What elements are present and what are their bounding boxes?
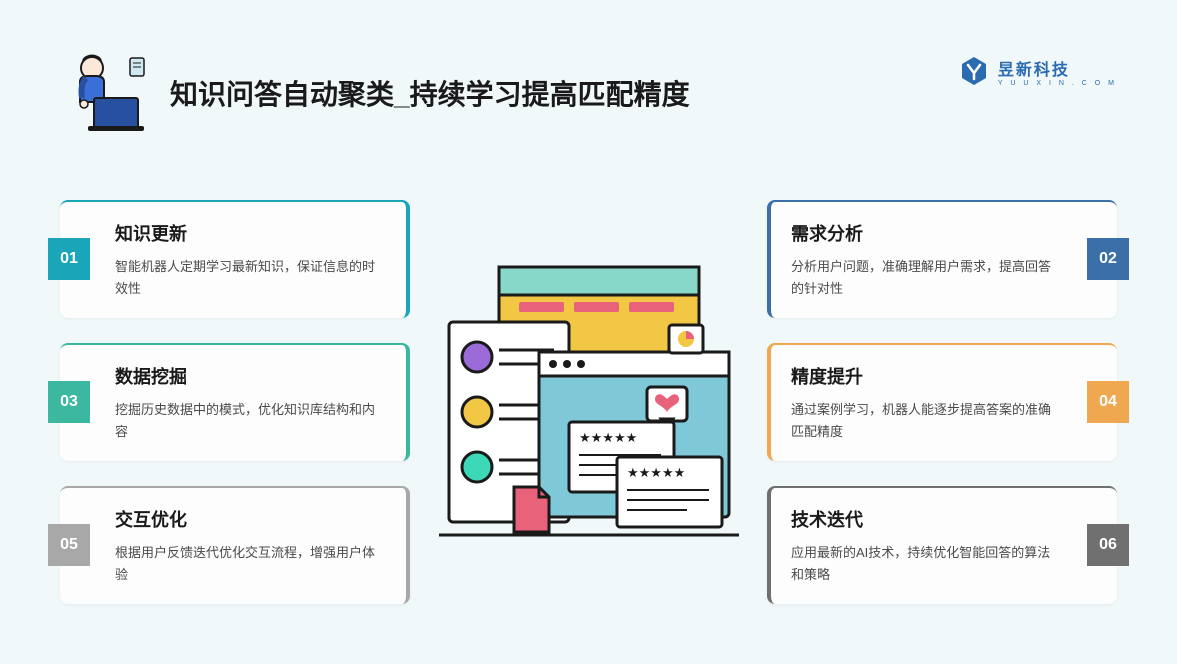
card-title: 交互优化	[115, 506, 386, 532]
badge-06: 06	[1087, 524, 1129, 566]
card-desc: 智能机器人定期学习最新知识，保证信息的时效性	[115, 256, 386, 300]
card-title: 精度提升	[791, 363, 1062, 389]
page-title: 知识问答自动聚类_持续学习提高匹配精度	[170, 73, 690, 113]
card-02: 02 需求分析 分析用户问题，准确理解用户需求，提高回答的针对性	[767, 200, 1117, 318]
logo: 昱新科技 Y U U X I N . C O M	[958, 55, 1117, 87]
svg-text:★★★★★: ★★★★★	[579, 430, 637, 445]
card-desc: 根据用户反馈迭代优化交互流程，增强用户体验	[115, 542, 386, 586]
card-desc: 应用最新的AI技术，持续优化智能回答的算法和策略	[791, 542, 1062, 586]
logo-text-main: 昱新科技	[998, 56, 1117, 80]
content: 01 知识更新 智能机器人定期学习最新知识，保证信息的时效性 03 数据挖掘 挖…	[0, 170, 1177, 634]
card-title: 数据挖掘	[115, 363, 386, 389]
card-06: 06 技术迭代 应用最新的AI技术，持续优化智能回答的算法和策略	[767, 486, 1117, 604]
badge-02: 02	[1087, 238, 1129, 280]
badge-04: 04	[1087, 381, 1129, 423]
badge-05: 05	[48, 524, 90, 566]
card-desc: 通过案例学习，机器人能逐步提高答案的准确匹配精度	[791, 399, 1062, 443]
card-03: 03 数据挖掘 挖掘历史数据中的模式，优化知识库结构和内容	[60, 343, 410, 461]
logo-icon	[958, 55, 990, 87]
right-column: 02 需求分析 分析用户问题，准确理解用户需求，提高回答的针对性 04 精度提升…	[767, 200, 1117, 605]
card-title: 技术迭代	[791, 506, 1062, 532]
card-title: 知识更新	[115, 220, 386, 246]
person-laptop-icon	[60, 50, 155, 135]
card-05: 05 交互优化 根据用户反馈迭代优化交互流程，增强用户体验	[60, 486, 410, 604]
center-illustration-icon: ★★★★★ ★★★★★	[429, 257, 749, 547]
card-desc: 分析用户问题，准确理解用户需求，提高回答的针对性	[791, 256, 1062, 300]
left-column: 01 知识更新 智能机器人定期学习最新知识，保证信息的时效性 03 数据挖掘 挖…	[60, 200, 410, 605]
card-title: 需求分析	[791, 220, 1062, 246]
card-01: 01 知识更新 智能机器人定期学习最新知识，保证信息的时效性	[60, 200, 410, 318]
card-desc: 挖掘历史数据中的模式，优化知识库结构和内容	[115, 399, 386, 443]
card-04: 04 精度提升 通过案例学习，机器人能逐步提高答案的准确匹配精度	[767, 343, 1117, 461]
svg-text:★★★★★: ★★★★★	[627, 465, 685, 480]
logo-text-sub: Y U U X I N . C O M	[998, 80, 1117, 87]
header: 知识问答自动聚类_持续学习提高匹配精度 昱新科技 Y U U X I N . C…	[60, 50, 1117, 135]
badge-03: 03	[48, 381, 90, 423]
badge-01: 01	[48, 238, 90, 280]
